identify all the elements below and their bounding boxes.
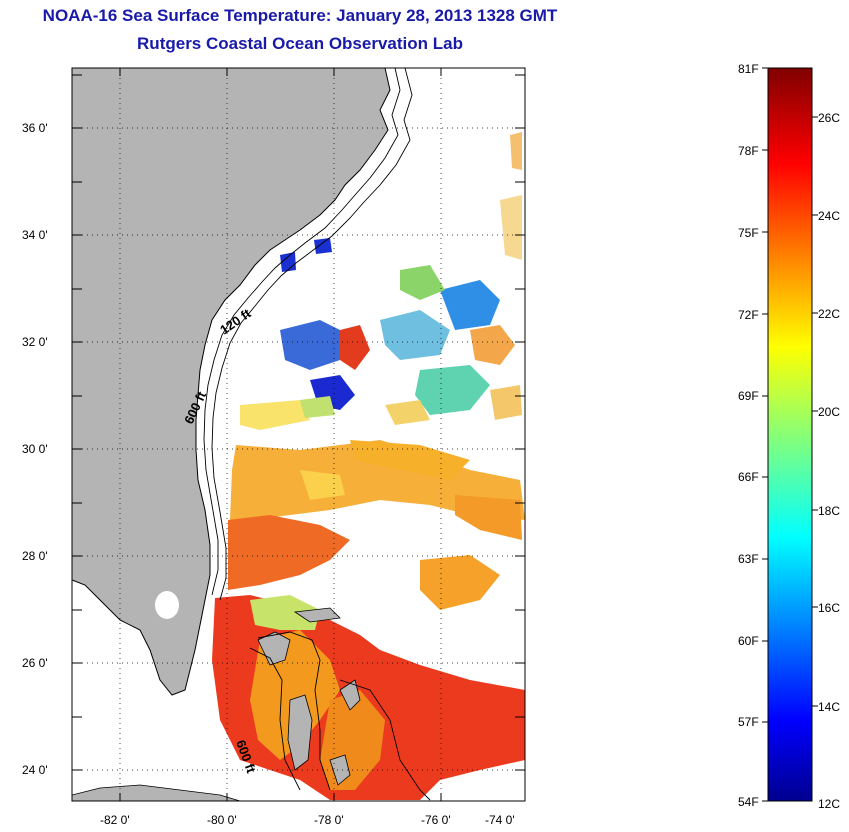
lat-label-24: 24 0' xyxy=(22,763,48,777)
bathymetry-contours xyxy=(203,68,431,801)
colorbar-f-label: 66F xyxy=(738,470,759,484)
colorbar-f-label: 57F xyxy=(738,715,759,729)
colorbar-c-label: 12C xyxy=(818,797,840,811)
colorbar-fahrenheit-labels: 81F 78F 75F 72F 69F 66F 63F 60F 57F 54F xyxy=(738,62,759,809)
land-layer xyxy=(72,68,391,801)
lon-label-82: -82 0' xyxy=(100,813,130,827)
lon-label-76: -76 0' xyxy=(421,813,451,827)
lat-label-32: 32 0' xyxy=(22,335,48,349)
lon-label-80: -80 0' xyxy=(207,813,237,827)
colorbar-c-label: 14C xyxy=(818,700,840,714)
colorbar-c-label: 18C xyxy=(818,504,840,518)
colorbar-f-label: 81F xyxy=(738,62,759,76)
colorbar-f-label: 78F xyxy=(738,144,759,158)
map-subtitle: Rutgers Coastal Ocean Observation Lab xyxy=(137,34,463,53)
colorbar xyxy=(767,67,813,802)
colorbar-c-label: 16C xyxy=(818,601,840,615)
lon-label-74: -74 0' xyxy=(485,813,515,827)
colorbar-ticks xyxy=(762,67,818,802)
colorbar-c-label: 26C xyxy=(818,111,840,125)
lat-label-34: 34 0' xyxy=(22,228,48,242)
colorbar-c-label: 24C xyxy=(818,209,840,223)
colorbar-f-label: 75F xyxy=(738,226,759,240)
colorbar-f-label: 54F xyxy=(738,795,759,809)
colorbar-f-label: 60F xyxy=(738,634,759,648)
lat-label-30: 30 0' xyxy=(22,442,48,456)
colorbar-c-label: 20C xyxy=(818,405,840,419)
colorbar-c-label: 22C xyxy=(818,307,840,321)
map-title: NOAA-16 Sea Surface Temperature: January… xyxy=(42,6,558,25)
lat-label-36: 36 0' xyxy=(22,121,48,135)
graticule xyxy=(72,68,525,801)
lat-label-26: 26 0' xyxy=(22,656,48,670)
colorbar-f-label: 69F xyxy=(738,389,759,403)
axis-ticks xyxy=(72,68,525,801)
map-frame xyxy=(71,67,526,802)
colorbar-f-label: 63F xyxy=(738,552,759,566)
colorbar-celsius-labels: 26C 24C 22C 20C 18C 16C 14C 12C xyxy=(818,111,840,811)
colorbar-f-label: 72F xyxy=(738,308,759,322)
lat-label-28: 28 0' xyxy=(22,549,48,563)
lon-label-78: -78 0' xyxy=(314,813,344,827)
